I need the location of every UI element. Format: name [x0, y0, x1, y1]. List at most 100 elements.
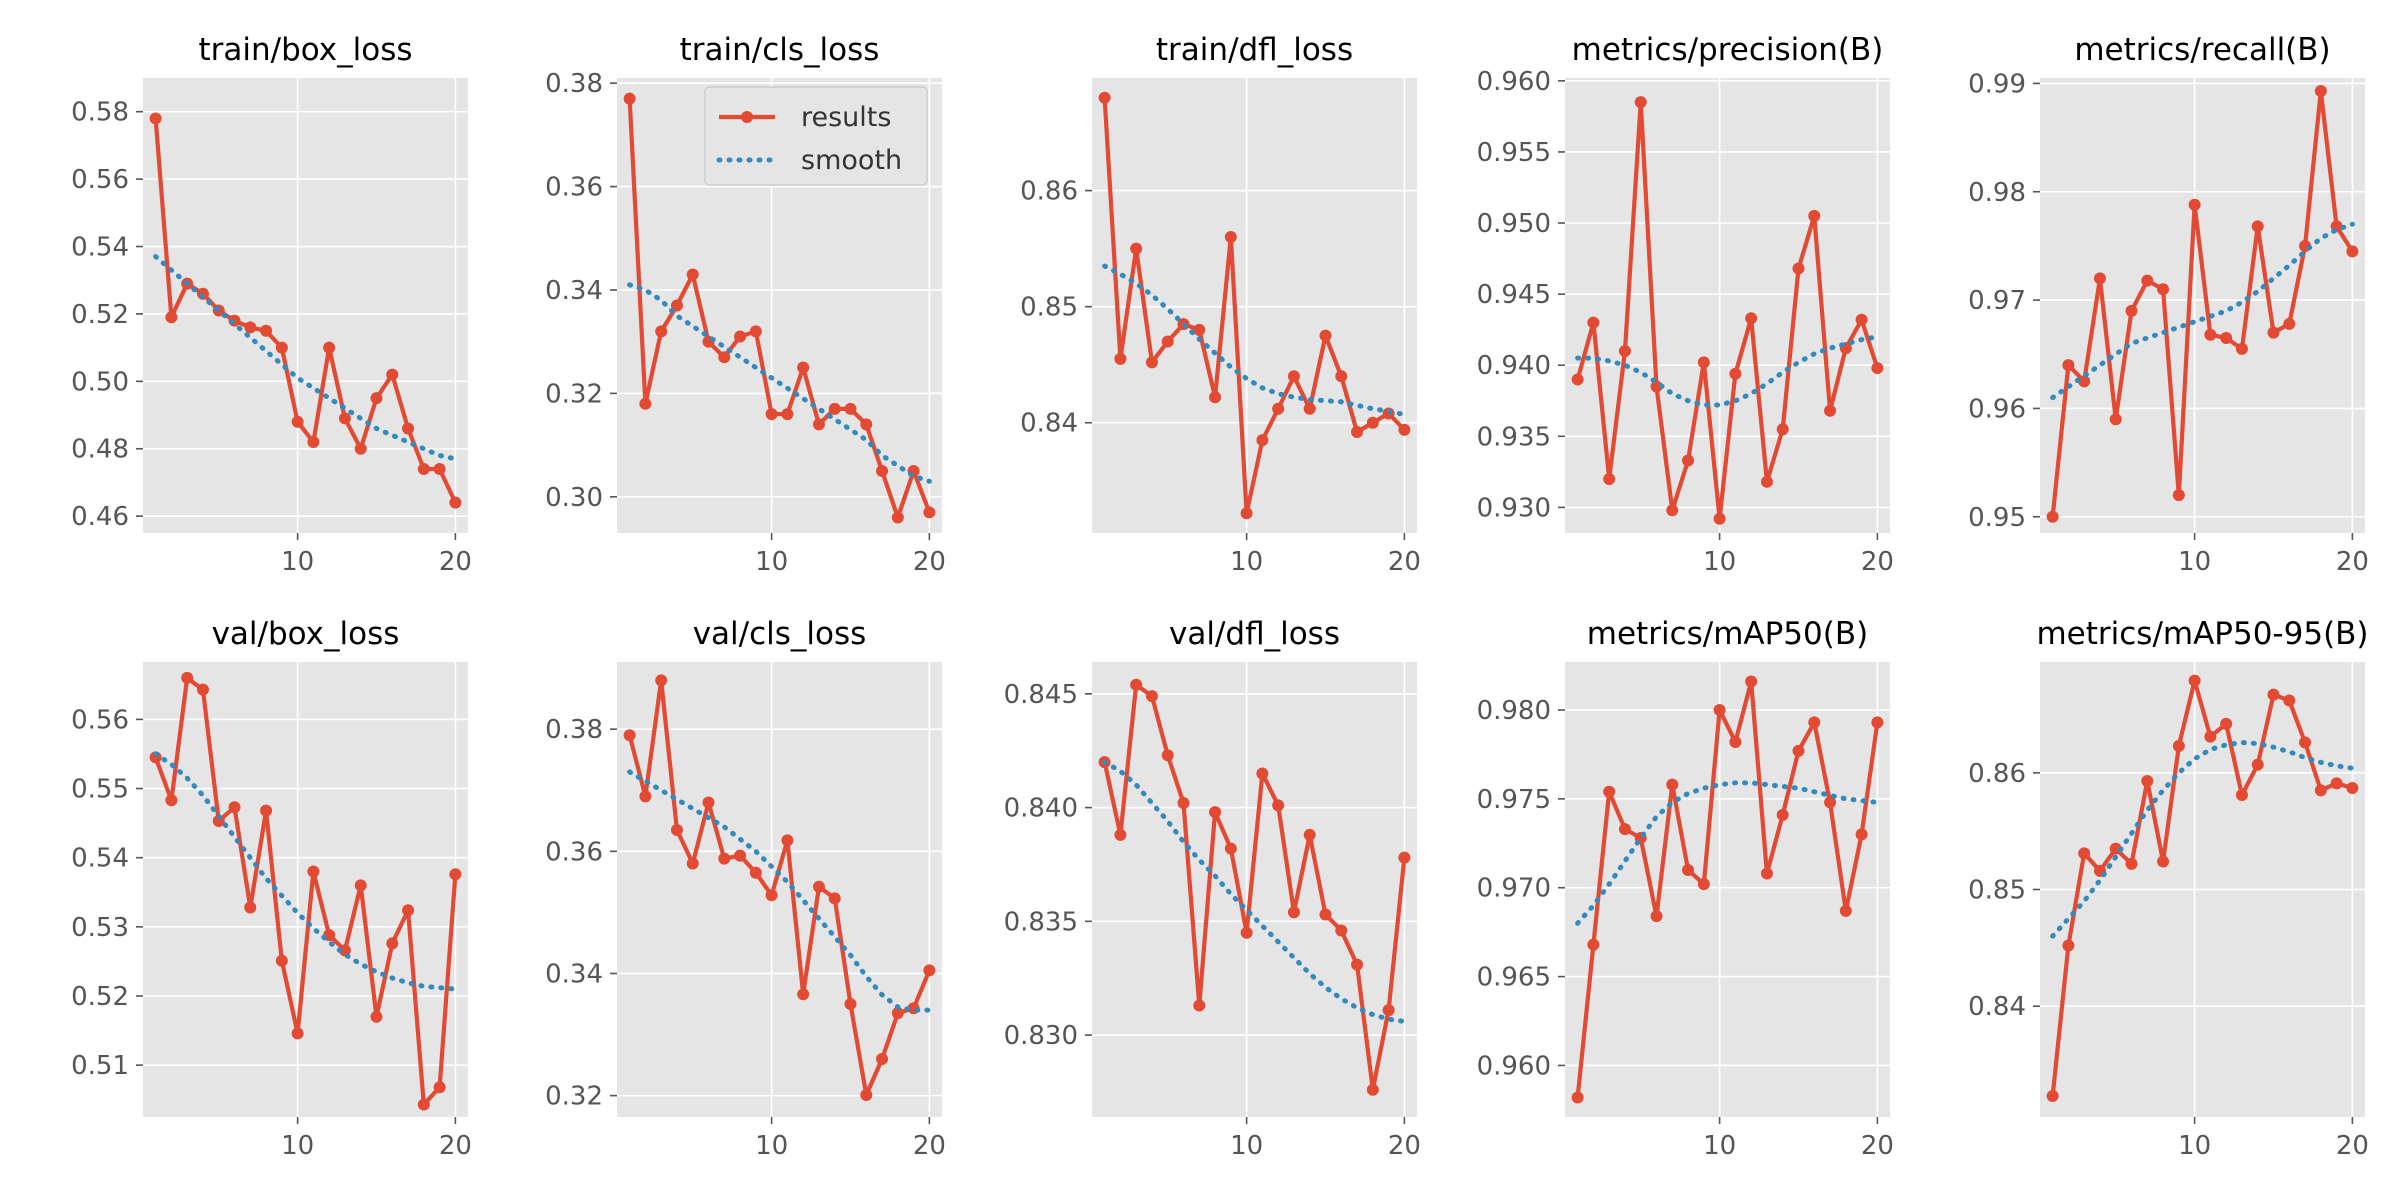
results-point [623, 92, 636, 105]
y-tick-label: 0.32 [545, 379, 603, 409]
y-tick-label: 0.55 [71, 775, 129, 805]
y-tick-label: 0.940 [1477, 351, 1551, 381]
results-point [923, 506, 936, 519]
y-tick-label: 0.52 [71, 300, 129, 330]
results-point [1808, 209, 1821, 222]
results-point [639, 397, 652, 410]
chart-title: val/dfl_loss [1169, 616, 1340, 652]
results-point [1713, 703, 1726, 716]
y-tick-label: 0.53 [71, 913, 129, 943]
results-point [1855, 828, 1868, 841]
results-point [923, 964, 936, 977]
results-point [686, 857, 699, 870]
x-tick-label: 10 [755, 1131, 788, 1161]
y-tick-label: 0.830 [1004, 1021, 1078, 1051]
results-point [891, 1007, 904, 1020]
results-point [1871, 716, 1884, 729]
chart-title: metrics/precision(B) [1572, 32, 1884, 68]
y-tick-label: 0.96 [1968, 394, 2026, 424]
y-tick-label: 0.48 [71, 435, 129, 465]
series-layer [1571, 96, 1884, 525]
results-point [1287, 906, 1300, 919]
results-point [781, 834, 794, 847]
results-point [1224, 231, 1237, 244]
chart-panel-6: 0.51 0.52 0.53 0.54 0.55 0.56 10 20 val/box_loss [71, 616, 472, 1161]
y-tick-label: 0.835 [1004, 907, 1078, 937]
x-tick-label: 10 [281, 547, 314, 577]
results-point [1240, 926, 1253, 939]
x-tick-label: 20 [2336, 547, 2369, 577]
x-tick-label: 10 [755, 547, 788, 577]
results-point [228, 801, 241, 814]
results-point [2172, 489, 2185, 502]
results-point [2157, 283, 2170, 296]
results-point [812, 418, 825, 431]
results-point [844, 998, 857, 1011]
results-point [1682, 863, 1695, 876]
results-point [2125, 857, 2138, 870]
results-line [1575, 100, 1880, 521]
series-layer [1098, 91, 1411, 520]
results-point [891, 511, 904, 524]
results-point [402, 904, 415, 917]
results-point [623, 729, 636, 742]
results-point [860, 1089, 873, 1102]
y-tick-label: 0.99 [1968, 69, 2026, 99]
results-point [2141, 274, 2154, 287]
results-point [402, 422, 415, 435]
results-point [1650, 910, 1663, 923]
results-point [2299, 736, 2312, 749]
y-tick-label: 0.975 [1477, 785, 1551, 815]
results-point [718, 852, 731, 865]
results-point [1224, 842, 1237, 855]
results-point [165, 794, 178, 807]
results-point [1650, 380, 1663, 393]
results-point [1666, 504, 1679, 517]
plot-area [143, 78, 468, 533]
x-tick-label: 10 [2178, 547, 2211, 577]
results-point [1398, 423, 1411, 436]
results-point [386, 368, 399, 381]
results-point [2314, 784, 2327, 797]
results-point [1855, 313, 1868, 326]
results-point [291, 1027, 304, 1040]
y-tick-label: 0.38 [545, 69, 603, 99]
y-tick-label: 0.965 [1477, 963, 1551, 993]
y-tick-label: 0.56 [71, 705, 129, 735]
results-point [2314, 85, 2327, 97]
chart-title: metrics/mAP50-95(B) [2036, 616, 2368, 652]
results-point [876, 464, 889, 477]
results-point [2141, 775, 2154, 787]
results-line [2050, 88, 2355, 517]
x-tick-label: 20 [913, 1131, 946, 1161]
x-tick-label: 20 [439, 547, 472, 577]
results-point [2220, 717, 2233, 730]
results-point [1114, 828, 1127, 841]
results-point [639, 790, 652, 803]
y-tick-label: 0.50 [71, 367, 129, 397]
chart-panel-9: 0.960 0.965 0.970 0.975 0.980 10 20 metrics/mAP… [1477, 616, 1894, 1161]
y-tick-label: 0.935 [1477, 422, 1551, 452]
series-layer [149, 671, 462, 1111]
results-point [734, 849, 747, 862]
results-point [1272, 402, 1285, 415]
y-tick-label: 0.38 [545, 715, 603, 745]
results-point [2062, 359, 2075, 372]
results-point [386, 937, 399, 950]
results-point [417, 1098, 430, 1111]
results-point [1871, 362, 1884, 375]
x-tick-label: 10 [1703, 1131, 1736, 1161]
x-tick-label: 20 [1388, 547, 1421, 577]
results-point [781, 408, 794, 421]
smooth-line [1575, 780, 1880, 926]
y-tick-label: 0.32 [545, 1082, 603, 1112]
results-line [627, 678, 932, 1098]
results-point [2283, 317, 2296, 330]
y-tick-label: 0.34 [545, 276, 603, 306]
results-point [354, 442, 367, 455]
results-point [2062, 939, 2075, 952]
results-point [749, 325, 762, 338]
results-point [1303, 828, 1316, 841]
results-point [1177, 797, 1190, 810]
